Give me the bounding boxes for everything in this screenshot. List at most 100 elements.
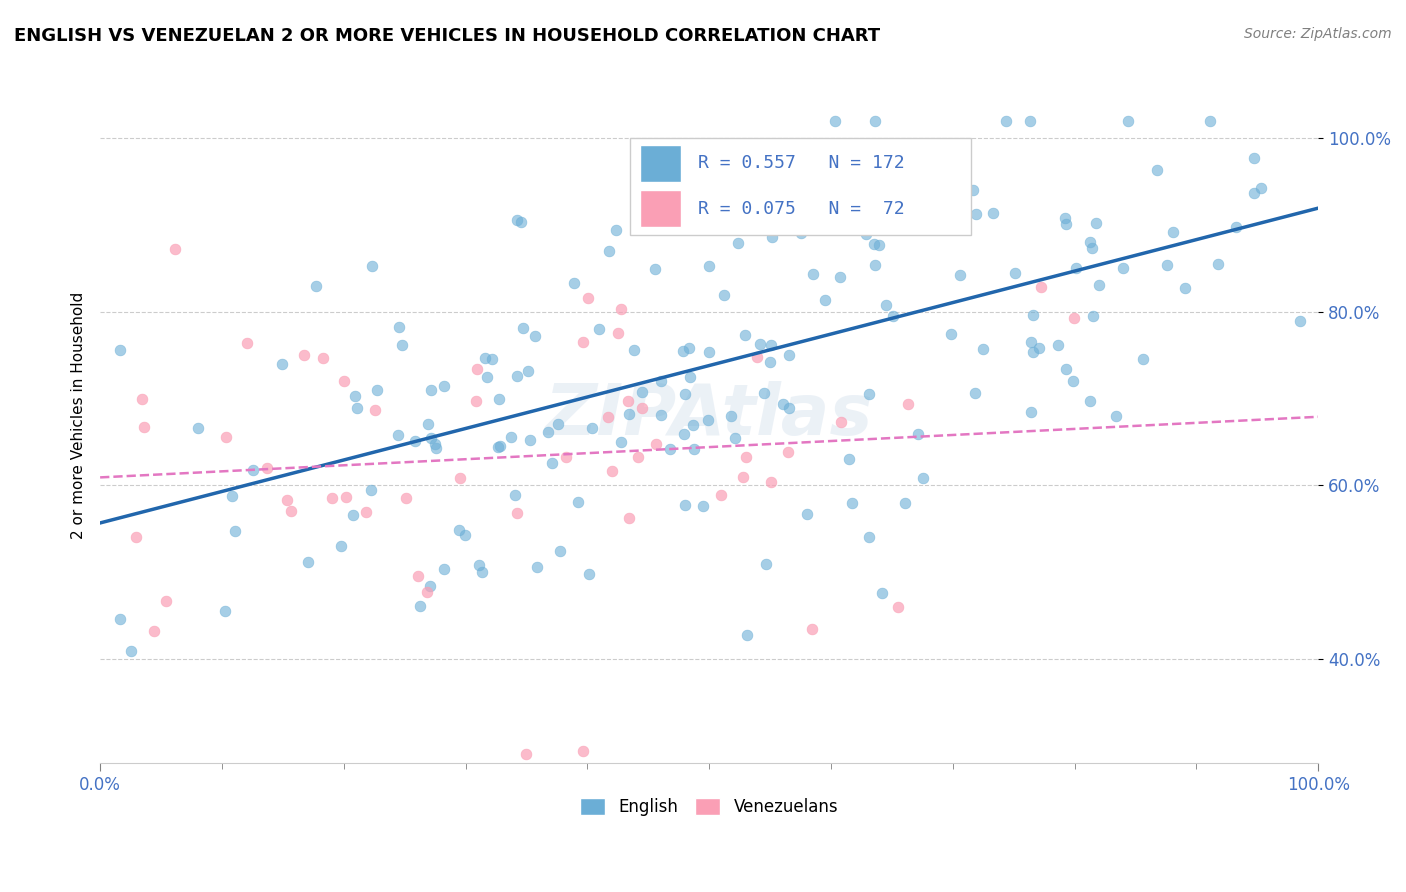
Point <box>224 524 246 538</box>
Point <box>824 113 846 128</box>
Point <box>1053 211 1076 226</box>
Point <box>692 500 714 514</box>
Point <box>547 417 569 431</box>
Point <box>329 539 352 553</box>
Point <box>752 386 775 401</box>
Point <box>745 350 768 364</box>
Point <box>572 334 595 349</box>
Point <box>759 166 782 180</box>
Point <box>567 495 589 509</box>
Point <box>838 452 860 467</box>
Point <box>858 530 880 544</box>
Point <box>501 429 523 443</box>
Point <box>1078 394 1101 409</box>
Point <box>418 417 440 431</box>
Point <box>778 445 800 459</box>
Point <box>761 338 783 352</box>
Point <box>607 326 630 341</box>
Point <box>875 298 897 312</box>
Point <box>1063 310 1085 325</box>
Point <box>321 491 343 505</box>
Point <box>509 215 531 229</box>
Point <box>506 212 529 227</box>
Point <box>523 328 546 343</box>
Point <box>679 369 702 384</box>
Point <box>1047 338 1070 352</box>
Point <box>1028 341 1050 355</box>
Point <box>735 450 758 464</box>
Point <box>644 262 666 277</box>
Point <box>1225 219 1247 234</box>
Point <box>911 471 934 485</box>
Point <box>855 227 877 242</box>
Point <box>1146 162 1168 177</box>
Point <box>617 511 640 525</box>
Point <box>808 144 831 158</box>
Point <box>931 219 953 234</box>
Point <box>868 237 890 252</box>
Point <box>387 428 409 442</box>
Point <box>1243 151 1265 165</box>
Point <box>713 288 735 302</box>
Point <box>650 408 672 422</box>
Point <box>506 369 529 384</box>
Point <box>471 565 494 579</box>
Point <box>814 293 837 308</box>
Point <box>731 469 754 483</box>
Point <box>1174 281 1197 295</box>
Point <box>818 141 841 155</box>
Point <box>1004 266 1026 280</box>
Point <box>1289 314 1312 328</box>
Point <box>1029 280 1052 294</box>
Point <box>489 439 512 453</box>
Point <box>949 268 972 283</box>
Point <box>682 417 704 432</box>
Point <box>605 223 627 237</box>
Point <box>420 431 443 445</box>
Point <box>449 471 471 485</box>
Point <box>354 505 377 519</box>
Point <box>682 442 704 456</box>
Point <box>221 490 243 504</box>
Point <box>865 197 887 211</box>
Point <box>627 450 650 464</box>
Point <box>187 421 209 435</box>
Point <box>449 524 471 538</box>
Point <box>342 508 364 522</box>
Point <box>801 622 824 636</box>
Point <box>335 490 357 504</box>
Point <box>486 441 509 455</box>
Point <box>994 113 1017 128</box>
Point <box>617 394 640 409</box>
Point <box>724 431 747 445</box>
Point <box>256 461 278 475</box>
Point <box>801 267 824 281</box>
Point <box>406 568 429 582</box>
Point <box>425 441 447 455</box>
Point <box>623 343 645 358</box>
Point <box>477 370 499 384</box>
Point <box>425 437 447 451</box>
Point <box>1104 409 1126 423</box>
Point <box>468 558 491 573</box>
Point <box>734 327 756 342</box>
Point <box>125 530 148 544</box>
Point <box>433 378 456 392</box>
Legend: English, Venezuelans: English, Venezuelans <box>572 789 846 824</box>
Point <box>366 383 388 397</box>
Point <box>972 343 994 357</box>
Point <box>581 420 603 434</box>
Point <box>631 384 654 399</box>
Point <box>862 236 884 251</box>
Point <box>893 495 915 509</box>
Point <box>1132 351 1154 366</box>
Point <box>907 427 929 442</box>
Point <box>659 442 682 456</box>
Point <box>828 270 851 285</box>
Point <box>678 342 700 356</box>
Point <box>120 643 142 657</box>
Point <box>512 321 534 335</box>
Point <box>1085 216 1108 230</box>
Point <box>1116 113 1139 128</box>
Point <box>562 276 585 290</box>
